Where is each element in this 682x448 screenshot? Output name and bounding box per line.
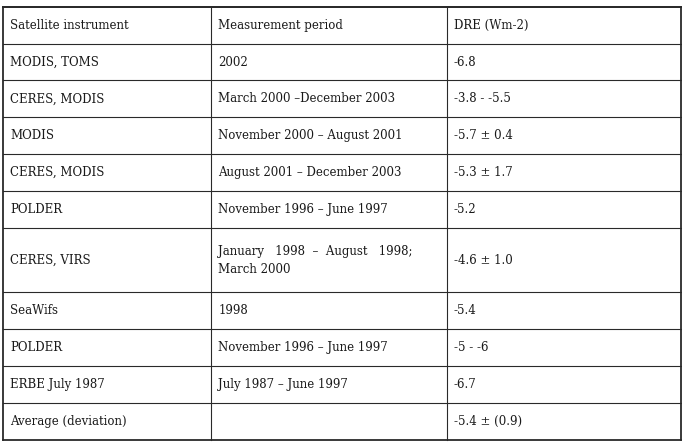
Text: Satellite instrument: Satellite instrument [10,19,129,32]
Text: -6.8: -6.8 [454,56,476,69]
Text: MODIS: MODIS [10,129,55,142]
Text: July 1987 – June 1997: July 1987 – June 1997 [218,378,348,391]
Text: -5 - -6: -5 - -6 [454,341,488,354]
Text: -5.2: -5.2 [454,203,476,216]
Text: MODIS, TOMS: MODIS, TOMS [10,56,99,69]
Text: SeaWifs: SeaWifs [10,305,58,318]
Text: -5.7 ± 0.4: -5.7 ± 0.4 [454,129,512,142]
Text: Average (deviation): Average (deviation) [10,415,127,428]
Text: -3.8 - -5.5: -3.8 - -5.5 [454,92,510,105]
Text: CERES, VIRS: CERES, VIRS [10,254,91,267]
Text: Measurement period: Measurement period [218,19,343,32]
Text: -5.4: -5.4 [454,305,476,318]
Text: August 2001 – December 2003: August 2001 – December 2003 [218,166,402,179]
Text: -6.7: -6.7 [454,378,476,391]
Text: CERES, MODIS: CERES, MODIS [10,92,104,105]
Text: November 1996 – June 1997: November 1996 – June 1997 [218,341,388,354]
Text: CERES, MODIS: CERES, MODIS [10,166,104,179]
Text: 2002: 2002 [218,56,248,69]
Text: November 2000 – August 2001: November 2000 – August 2001 [218,129,403,142]
Text: 1998: 1998 [218,305,248,318]
Text: POLDER: POLDER [10,203,62,216]
Text: -5.4 ± (0.9): -5.4 ± (0.9) [454,415,522,428]
Text: January   1998  –  August   1998;
March 2000: January 1998 – August 1998; March 2000 [218,245,413,276]
Text: DRE (Wm-2): DRE (Wm-2) [454,19,528,32]
Text: March 2000 –December 2003: March 2000 –December 2003 [218,92,396,105]
Text: -4.6 ± 1.0: -4.6 ± 1.0 [454,254,512,267]
Text: November 1996 – June 1997: November 1996 – June 1997 [218,203,388,216]
Text: POLDER: POLDER [10,341,62,354]
Text: -5.3 ± 1.7: -5.3 ± 1.7 [454,166,512,179]
Text: ERBE July 1987: ERBE July 1987 [10,378,105,391]
